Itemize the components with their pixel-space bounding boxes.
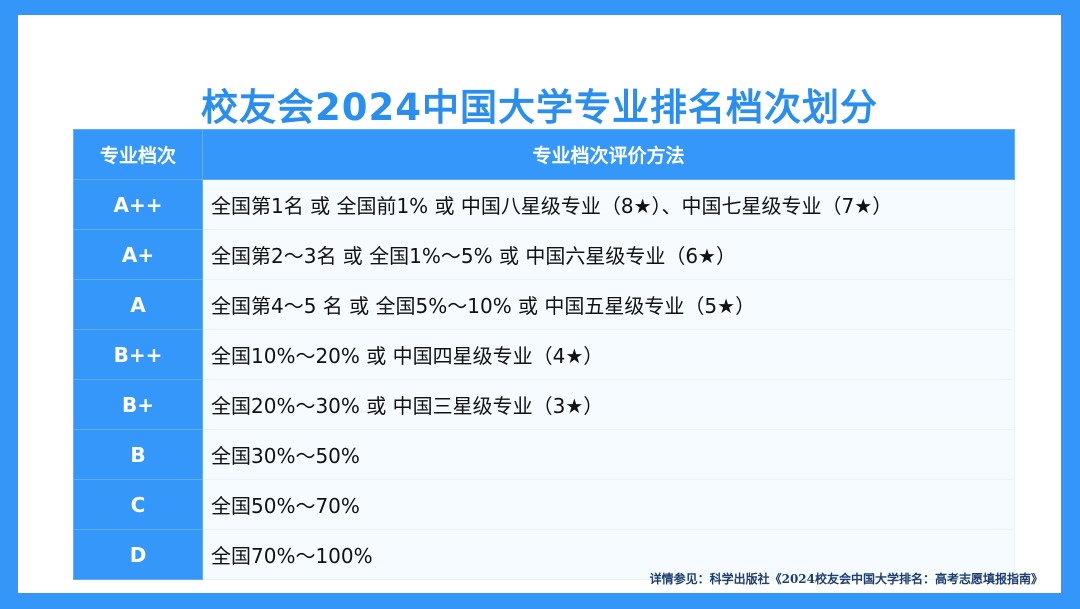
grade-cell: A (73, 279, 203, 330)
slide-panel: 校友会2024中国大学专业排名档次划分 专业档次 专业档次评价方法 A++ 全国第… (18, 15, 1061, 593)
method-cell: 全国第1名 或 全国前1% 或 中国八星级专业（8★）、中国七星级专业（7★） (202, 179, 1015, 230)
grade-cell: B+ (73, 379, 203, 430)
header-grade: 专业档次 (73, 129, 203, 180)
grade-cell: B (73, 429, 203, 480)
method-cell: 全国10%～20% 或 中国四星级专业（4★） (202, 329, 1015, 380)
table-row: A+ 全国第2～3名 或 全国1%～5% 或 中国六星级专业（6★） (73, 229, 1015, 280)
table-row: B++ 全国10%～20% 或 中国四星级专业（4★） (73, 329, 1015, 380)
method-cell: 全国50%～70% (202, 479, 1015, 530)
grade-cell: B++ (73, 329, 203, 380)
grade-cell: A+ (73, 229, 203, 280)
table-row: C 全国50%～70% (73, 479, 1015, 530)
table-row: D 全国70%～100% (73, 529, 1015, 580)
method-cell: 全国70%～100% (202, 529, 1015, 580)
grade-cell: D (73, 529, 203, 580)
source-note: 详情参见：科学出版社《2024校友会中国大学排名：高考志愿填报指南》 (649, 572, 1043, 586)
method-cell: 全国第4～5 名 或 全国5%～10% 或 中国五星级专业（5★） (202, 279, 1015, 330)
grade-table: 专业档次 专业档次评价方法 A++ 全国第1名 或 全国前1% 或 中国八星级专业… (73, 129, 1015, 580)
table-row: A 全国第4～5 名 或 全国5%～10% 或 中国五星级专业（5★） (73, 279, 1015, 330)
method-cell: 全国20%～30% 或 中国三星级专业（3★） (202, 379, 1015, 430)
table-row: A++ 全国第1名 或 全国前1% 或 中国八星级专业（8★）、中国七星级专业（7… (73, 179, 1015, 230)
method-cell: 全国30%～50% (202, 429, 1015, 480)
method-cell: 全国第2～3名 或 全国1%～5% 或 中国六星级专业（6★） (202, 229, 1015, 280)
page-title: 校友会2024中国大学专业排名档次划分 (201, 86, 878, 129)
table-row: B 全国30%～50% (73, 429, 1015, 480)
header-method: 专业档次评价方法 (202, 129, 1015, 180)
grade-cell: C (73, 479, 203, 530)
grade-cell: A++ (73, 179, 203, 230)
table-row: B+ 全国20%～30% 或 中国三星级专业（3★） (73, 379, 1015, 430)
